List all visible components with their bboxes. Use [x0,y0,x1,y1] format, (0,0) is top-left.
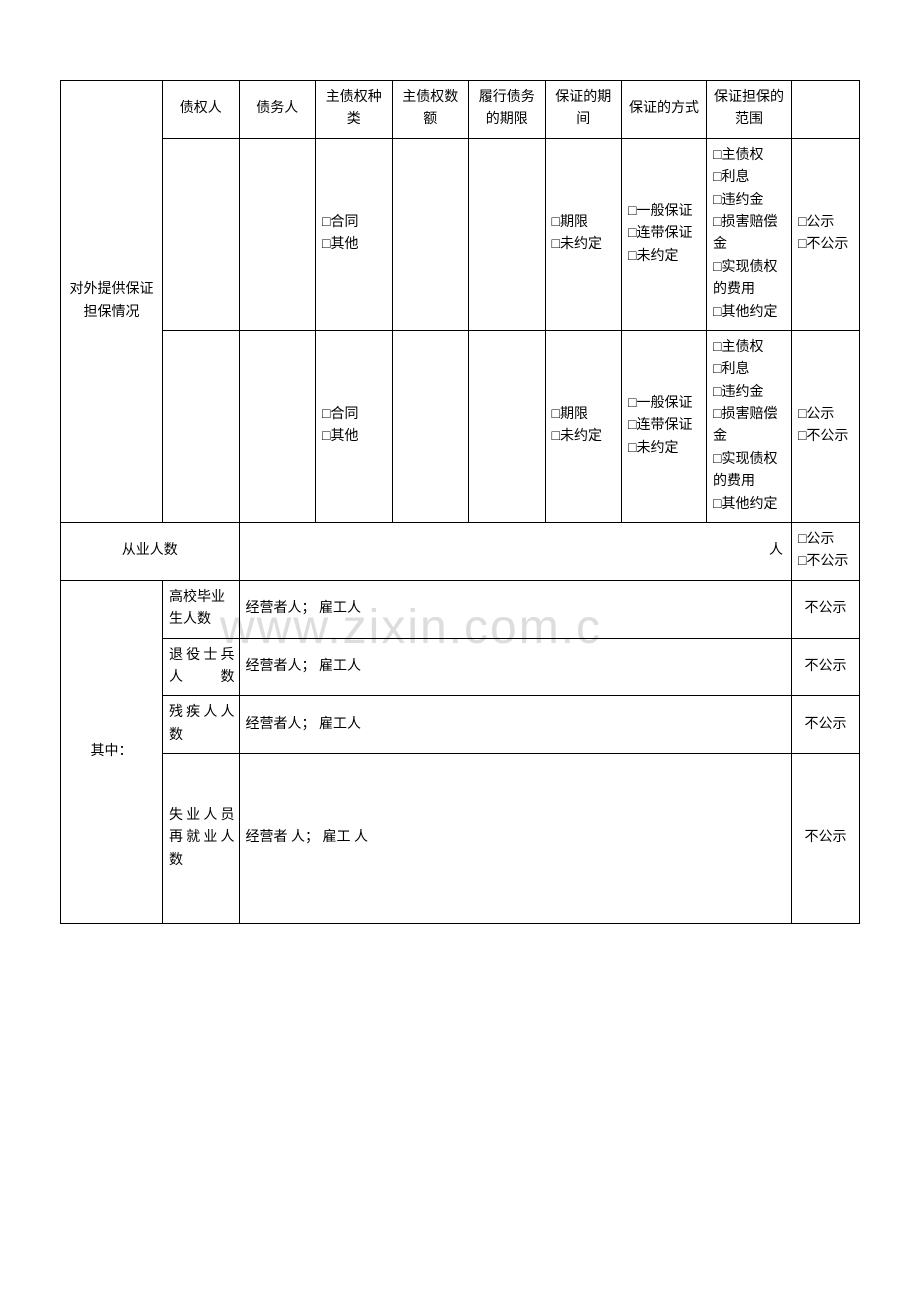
veterans-value[interactable]: 经营者人； 雇工人 [239,638,791,696]
unemployed-row: 失业人员再就业人数 经营者 人； 雇工 人 不公示 [61,754,860,924]
header-performance-period: 履行债务的期限 [469,81,546,139]
disabled-value[interactable]: 经营者人； 雇工人 [239,696,791,754]
guarantee-row-1: □合同□其他 □期限□未约定 □一般保证□连带保证□未约定 □主债权□利息□违约… [61,138,860,330]
guarantee-header-row: 对外提供保证担保情况 债权人 债务人 主债权种类 主债权数额 履行债务的期限 保… [61,81,860,139]
employees-disclosure[interactable]: □公示□不公示 [791,523,859,581]
header-guarantee-period: 保证的期间 [545,81,622,139]
r1-claim-amount[interactable] [392,138,469,330]
guarantee-row-2: □合同□其他 □期限□未约定 □一般保证□连带保证□未约定 □主债权□利息□违约… [61,330,860,522]
r2-performance-period[interactable] [469,330,546,522]
header-claim-type: 主债权种类 [316,81,393,139]
r2-creditor[interactable] [163,330,240,522]
graduates-row: 其中： 高校毕业生人数 经营者人； 雇工人 不公示 [61,580,860,638]
r2-claim-amount[interactable] [392,330,469,522]
header-disclosure [791,81,859,139]
veterans-label: 退役士兵人数 [163,638,240,696]
r2-guarantee-method[interactable]: □一般保证□连带保证□未约定 [622,330,707,522]
employees-row: 从业人数 人 □公示□不公示 [61,523,860,581]
r1-disclosure[interactable]: □公示□不公示 [791,138,859,330]
r1-claim-type[interactable]: □合同□其他 [316,138,393,330]
header-guarantee-method: 保证的方式 [622,81,707,139]
r1-creditor[interactable] [163,138,240,330]
graduates-label: 高校毕业生人数 [163,580,240,638]
r2-guarantee-period[interactable]: □期限□未约定 [545,330,622,522]
breakdown-label: 其中： [61,580,163,923]
disabled-disclosure: 不公示 [791,696,859,754]
r2-guarantee-scope[interactable]: □主债权□利息□违约金□损害赔偿金□实现债权的费用□其他约定 [706,330,791,522]
unemployed-label: 失业人员再就业人数 [163,754,240,924]
disabled-label: 残疾人人数 [163,696,240,754]
unemployed-value[interactable]: 经营者 人； 雇工 人 [239,754,791,924]
veterans-row: 退役士兵人数 经营者人； 雇工人 不公示 [61,638,860,696]
employees-value[interactable]: 人 [239,523,791,581]
r1-performance-period[interactable] [469,138,546,330]
disabled-row: 残疾人人数 经营者人； 雇工人 不公示 [61,696,860,754]
r2-disclosure[interactable]: □公示□不公示 [791,330,859,522]
r2-claim-type[interactable]: □合同□其他 [316,330,393,522]
header-creditor: 债权人 [163,81,240,139]
veterans-disclosure: 不公示 [791,638,859,696]
header-claim-amount: 主债权数额 [392,81,469,139]
guarantee-row-label: 对外提供保证担保情况 [61,81,163,523]
r1-guarantee-method[interactable]: □一般保证□连带保证□未约定 [622,138,707,330]
unemployed-disclosure: 不公示 [791,754,859,924]
graduates-value[interactable]: 经营者人； 雇工人 [239,580,791,638]
header-debtor: 债务人 [239,81,316,139]
form-table: 对外提供保证担保情况 债权人 债务人 主债权种类 主债权数额 履行债务的期限 保… [60,80,860,924]
r2-debtor[interactable] [239,330,316,522]
header-guarantee-scope: 保证担保的范围 [706,81,791,139]
employees-label: 从业人数 [61,523,240,581]
r1-debtor[interactable] [239,138,316,330]
r1-guarantee-scope[interactable]: □主债权□利息□违约金□损害赔偿金□实现债权的费用□其他约定 [706,138,791,330]
graduates-disclosure: 不公示 [791,580,859,638]
r1-guarantee-period[interactable]: □期限□未约定 [545,138,622,330]
